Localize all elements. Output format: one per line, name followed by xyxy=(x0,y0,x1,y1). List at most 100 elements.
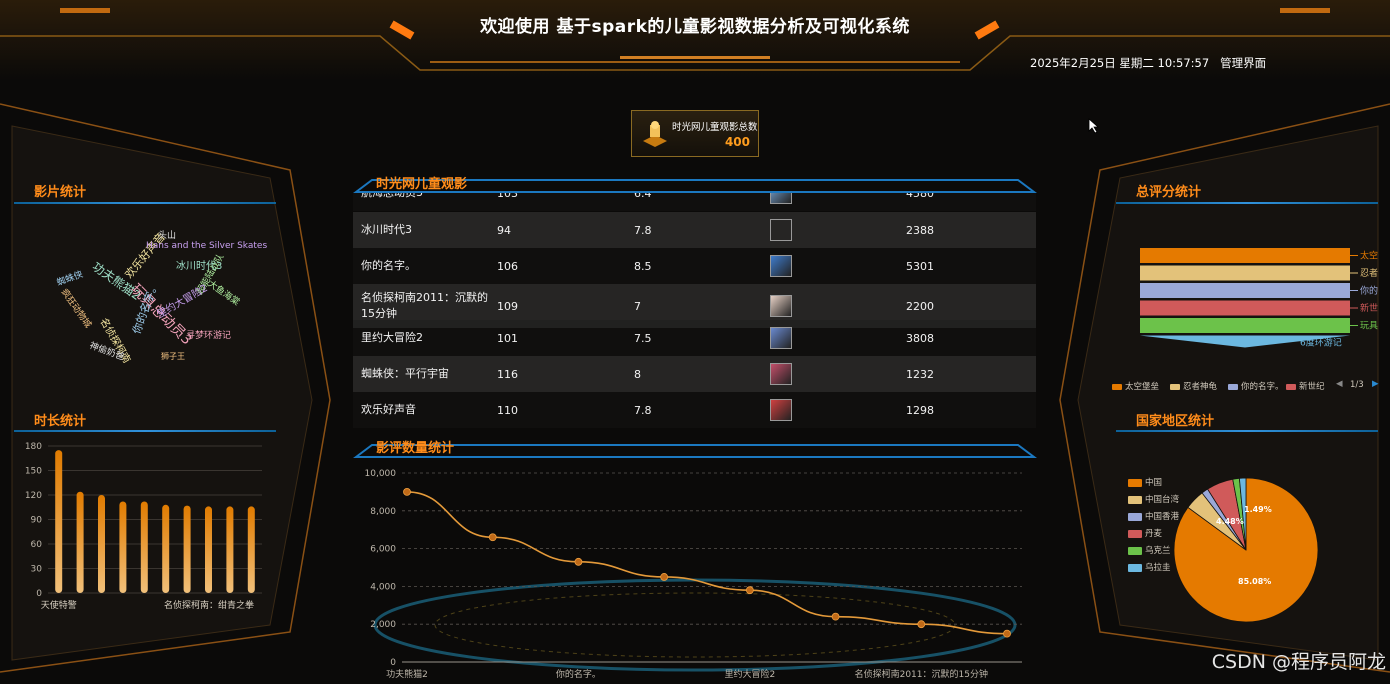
funnel-label: 你的 xyxy=(1360,285,1378,297)
table-row[interactable]: 名侦探柯南2011：沉默的15分钟 109 7 2200 xyxy=(353,284,1036,328)
funnel-segment xyxy=(1140,265,1350,281)
region-legend-item[interactable]: 中国香港 xyxy=(1128,510,1179,522)
line-xtick-label: 名侦探柯南2011：沉默的15分钟 xyxy=(855,668,988,680)
score-legend-item[interactable]: 新世纪 xyxy=(1286,380,1325,392)
line-ytick-label: 4,000 xyxy=(370,582,396,592)
movie-table[interactable]: 航海总动员3 103 6.4 4580 冰川时代3 94 7.8 2388 你的名字。 106 8.… xyxy=(353,193,1036,435)
bar-ytick-label: 90 xyxy=(31,516,43,526)
movie-name: 航海总动员3 xyxy=(361,193,491,211)
movie-duration: 101 xyxy=(497,331,518,345)
wordcloud-word: 寻梦环游记 xyxy=(186,331,232,341)
score-legend-item[interactable]: 你的名字。 xyxy=(1228,380,1284,392)
movie-review-count: 5301 xyxy=(906,259,934,273)
legend-swatch xyxy=(1128,512,1142,521)
datetime-display: 2025年2月25日 星期二 10:57:57 管理界面 xyxy=(1030,55,1266,71)
table-row[interactable]: 航海总动员3 103 6.4 4580 xyxy=(353,193,1036,211)
region-legend-item[interactable]: 丹麦 xyxy=(1128,527,1162,539)
region-stats-underline xyxy=(1116,430,1378,432)
score-stats-title: 总评分统计 xyxy=(1136,185,1202,200)
legend-swatch xyxy=(1128,529,1142,538)
watermark: CSDN @程序员阿龙 xyxy=(1211,651,1386,673)
region-pie-slice xyxy=(1238,477,1247,551)
movie-name: 你的名字。 xyxy=(361,259,416,272)
movie-duration: 110 xyxy=(497,403,518,417)
wordcloud-word: 狮子王 xyxy=(161,352,185,361)
region-pie-label: 1.49% xyxy=(1244,505,1272,514)
datetime-text: 2025年2月25日 星期二 10:57:57 xyxy=(1030,56,1210,70)
movie-duration: 94 xyxy=(497,223,511,237)
score-legend-item[interactable]: 太空堡垒 xyxy=(1112,380,1159,392)
region-pie-chart: 85.08% 4.48%1.49% xyxy=(1173,477,1319,623)
movie-poster-image xyxy=(770,255,792,277)
bar-ytick-label: 30 xyxy=(31,565,43,575)
bar-ytick-label: 150 xyxy=(25,467,42,477)
review-line-point xyxy=(488,533,497,542)
table-row[interactable]: 冰川时代3 94 7.8 2388 xyxy=(353,212,1036,248)
region-legend-item[interactable]: 乌克兰 xyxy=(1128,544,1171,556)
movie-poster-image xyxy=(770,219,792,241)
total-count-value: 400 xyxy=(724,135,750,149)
funnel-label: 太空 xyxy=(1360,250,1378,262)
duration-bar xyxy=(55,450,63,593)
table-row[interactable]: 欢乐好声音 110 7.8 1298 xyxy=(353,392,1036,428)
line-xtick-label: 你的名字。 xyxy=(556,668,601,680)
duration-stats-underline xyxy=(14,430,276,432)
duration-bar xyxy=(76,491,84,593)
bar-ytick-label: 0 xyxy=(36,589,42,599)
legend-label: 忍者神龟 xyxy=(1183,382,1218,392)
duration-stats-title: 时长统计 xyxy=(34,414,87,429)
score-legend-item[interactable]: 忍者神龟 xyxy=(1170,380,1217,392)
table-title: 时光网儿童观影 xyxy=(376,177,468,192)
legend-swatch xyxy=(1128,495,1142,504)
movie-poster-image xyxy=(770,327,792,349)
admin-link[interactable]: 管理界面 xyxy=(1220,56,1267,70)
wordcloud-word: 疯狂动物城 xyxy=(58,287,93,331)
mouse-cursor-icon xyxy=(1088,118,1100,134)
page-title: 欢迎使用 基于spark的儿童影视数据分析及可视化系统 xyxy=(480,17,910,37)
legend-label: 新世纪 xyxy=(1299,382,1325,392)
legend-label: 乌拉圭 xyxy=(1145,563,1171,573)
bar-ytick-label: 180 xyxy=(25,442,42,452)
legend-label: 中国台湾 xyxy=(1145,495,1180,505)
legend-label: 中国 xyxy=(1145,478,1163,488)
movie-poster-cell xyxy=(770,212,792,248)
review-stats-title: 影评数量统计 xyxy=(376,441,455,456)
funnel-label: 忍者 xyxy=(1360,268,1378,279)
legend-label: 丹麦 xyxy=(1145,529,1163,539)
table-row[interactable]: 你的名字。 106 8.5 5301 xyxy=(353,248,1036,284)
table-row[interactable]: 蜘蛛侠：平行宇宙 116 8 1232 xyxy=(353,356,1036,392)
total-count-label: 时光网儿童观影总数 xyxy=(672,122,758,133)
legend-next-icon[interactable]: ▶ xyxy=(1372,379,1379,389)
bar-xtick-label: 名侦探柯南：绀青之拳 xyxy=(164,599,254,611)
movie-review-count: 3808 xyxy=(906,331,934,345)
funnel-segment xyxy=(1140,248,1350,263)
wordcloud-word: 蜘蛛侠 xyxy=(55,269,85,289)
funnel-label: 新世 xyxy=(1360,302,1378,314)
legend-prev-icon[interactable]: ◀ xyxy=(1336,379,1343,389)
trophy-icon xyxy=(643,121,667,147)
line-ytick-label: 10,000 xyxy=(365,469,397,479)
movie-duration: 116 xyxy=(497,367,518,381)
review-line-point xyxy=(574,557,583,566)
bar-ytick-label: 120 xyxy=(25,491,42,501)
region-legend-item[interactable]: 中国 xyxy=(1128,476,1162,488)
line-xtick-label: 里约大冒险2 xyxy=(724,668,775,680)
film-stats-title: 影片统计 xyxy=(34,185,87,200)
region-legend-item[interactable]: 中国台湾 xyxy=(1128,493,1179,505)
line-xtick-label: 功夫熊猫2 xyxy=(386,668,428,680)
legend-page-indicator: 1/3 xyxy=(1350,380,1364,390)
duration-bar xyxy=(226,506,234,593)
legend-swatch xyxy=(1128,478,1142,487)
legend-swatch xyxy=(1128,563,1142,572)
table-row[interactable]: 里约大冒险2 101 7.5 3808 xyxy=(353,320,1036,356)
duration-bar xyxy=(183,505,191,593)
movie-poster-image xyxy=(770,363,792,385)
legend-swatch xyxy=(1112,383,1122,390)
film-wordcloud: 欢乐好声音 功夫熊猫2 Hans and the Silver Skates 玩具总动… xyxy=(36,222,267,372)
movie-review-count: 1232 xyxy=(906,367,934,381)
movie-poster-cell xyxy=(770,284,792,328)
legend-swatch xyxy=(1228,383,1238,390)
funnel-label: 玩具 xyxy=(1360,321,1378,332)
review-line-series xyxy=(406,491,1008,635)
region-legend-item[interactable]: 乌拉圭 xyxy=(1128,561,1171,573)
